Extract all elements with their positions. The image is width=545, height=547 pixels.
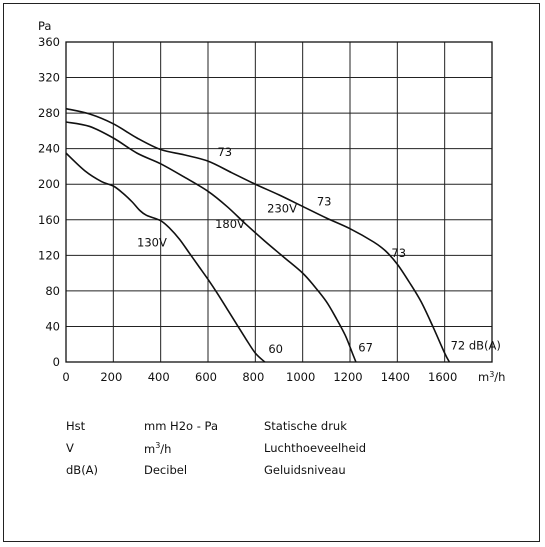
legend-unit-tail: /h (160, 441, 172, 456)
db-label: 72 dB(A) (451, 339, 501, 353)
db-label: 73 (317, 195, 332, 209)
y-axis-label: Pa (38, 19, 51, 33)
x-tick-label: 1000 (286, 370, 315, 384)
legend-unit-sup: 3 (155, 441, 161, 450)
x-tick-label: 400 (148, 370, 170, 384)
y-tick-label: 320 (38, 71, 60, 85)
legend-description: Geluidsniveau (264, 463, 346, 477)
plot-border (65, 41, 493, 363)
legend-symbol: V (66, 441, 74, 455)
legend-unit: mm H2o - Pa (144, 419, 218, 433)
voltage-label: 180V (215, 217, 245, 231)
db-label: 67 (358, 340, 373, 354)
series-line-180v (65, 121, 357, 363)
x-tick-label: 0 (62, 370, 69, 384)
voltage-label: 130V (137, 235, 167, 249)
legend-description: Statische druk (264, 419, 347, 433)
x-unit-sup: 3 (489, 370, 494, 379)
voltage-label: 230V (267, 202, 297, 216)
series-line-230v (65, 107, 451, 363)
x-tick-label: 600 (195, 370, 217, 384)
x-tick-label: 200 (100, 370, 122, 384)
y-tick-label: 0 (53, 355, 60, 369)
x-unit-tail: /h (494, 370, 505, 384)
x-unit-base: m (478, 370, 489, 384)
db-label: 60 (268, 342, 283, 356)
y-tick-label: 80 (45, 284, 60, 298)
y-tick-label: 160 (38, 213, 60, 227)
db-label: 73 (217, 145, 232, 159)
series-lines (65, 107, 451, 363)
y-tick-label: 120 (38, 248, 60, 262)
x-tick-label: 1600 (428, 370, 457, 384)
db-label: 73 (391, 246, 406, 260)
legend-symbol: Hst (66, 419, 86, 433)
y-tick-label: 280 (38, 106, 60, 120)
curve-labels: 130V 180V 230V 73 73 73 72 dB(A) 67 60 (137, 145, 501, 356)
x-tick-label: 1400 (381, 370, 410, 384)
x-axis-unit: m3/h (478, 370, 505, 384)
y-tick-label: 360 (38, 35, 60, 49)
y-tick-label: 40 (45, 319, 60, 333)
legend-unit: Decibel (144, 463, 188, 477)
series-line-130v (65, 152, 266, 363)
legend-unit-base: m (144, 441, 156, 456)
y-tick-label: 240 (38, 142, 60, 156)
x-tick-label: 1200 (333, 370, 362, 384)
legend-symbol: dB(A) (66, 463, 99, 477)
figure-frame (3, 3, 540, 542)
legend-description: Luchthoeveelheid (264, 441, 367, 455)
x-tick-label: 800 (242, 370, 264, 384)
y-tick-label: 200 (38, 177, 60, 191)
legend-unit: m3/h (144, 441, 171, 456)
